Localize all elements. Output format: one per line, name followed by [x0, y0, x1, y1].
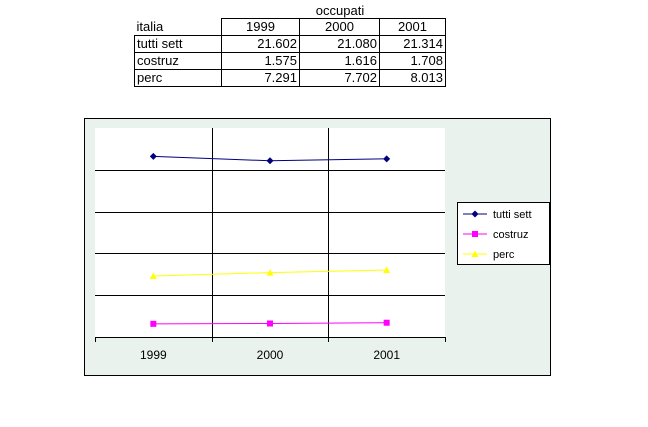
legend-label: costruz — [493, 229, 528, 241]
data-point[interactable] — [149, 152, 157, 160]
table-row: tutti sett 21.602 21.080 21.314 — [134, 35, 446, 53]
data-point[interactable] — [267, 320, 273, 327]
legend-label: perc — [493, 249, 515, 261]
table-title: occupati — [315, 3, 365, 18]
data-point[interactable] — [149, 272, 157, 280]
value-cell[interactable]: 1.575 — [221, 52, 300, 70]
table-row: perc 7.291 7.702 8.013 — [134, 69, 446, 87]
x-tick-label: 2000 — [257, 348, 284, 362]
table-row: costruz 1.575 1.616 1.708 — [134, 52, 446, 70]
data-point[interactable] — [383, 266, 391, 274]
data-point[interactable] — [266, 157, 274, 165]
value-cell[interactable]: 21.602 — [221, 35, 300, 53]
data-point[interactable] — [471, 210, 479, 218]
value-cell[interactable]: 7.702 — [299, 69, 380, 87]
data-point[interactable] — [150, 320, 157, 327]
chart-svg: 1999 2000 2001 tutti sett costruz perc — [95, 128, 550, 362]
year-header-cell[interactable]: 2001 — [379, 18, 446, 36]
value-cell[interactable]: 7.291 — [221, 69, 300, 87]
data-point[interactable] — [383, 155, 391, 163]
value-cell[interactable]: 8.013 — [379, 69, 446, 87]
year-header-cell[interactable]: 1999 — [221, 18, 300, 36]
legend-label: tutti sett — [493, 209, 532, 221]
row-label-cell[interactable]: costruz — [134, 52, 222, 70]
year-header-cell[interactable]: 2000 — [299, 18, 380, 36]
table-corner-cell[interactable]: italia — [134, 18, 222, 36]
data-point[interactable] — [471, 250, 479, 258]
line-chart[interactable]: 1999 2000 2001 tutti sett costruz perc — [84, 118, 551, 376]
data-point[interactable] — [266, 269, 274, 276]
row-label-cell[interactable]: tutti sett — [134, 35, 222, 53]
x-tick-label: 2001 — [373, 348, 400, 362]
value-cell[interactable]: 1.708 — [379, 52, 446, 70]
row-label-cell[interactable]: perc — [134, 69, 222, 87]
data-point[interactable] — [383, 319, 390, 326]
value-cell[interactable]: 21.314 — [379, 35, 446, 53]
data-table: italia 1999 2000 2001 tutti sett 21.602 … — [134, 18, 446, 87]
x-tick-label: 1999 — [140, 348, 167, 362]
value-cell[interactable]: 1.616 — [299, 52, 380, 70]
data-point[interactable] — [472, 231, 478, 237]
value-cell[interactable]: 21.080 — [299, 35, 380, 53]
table-header-row: italia 1999 2000 2001 — [134, 18, 446, 36]
